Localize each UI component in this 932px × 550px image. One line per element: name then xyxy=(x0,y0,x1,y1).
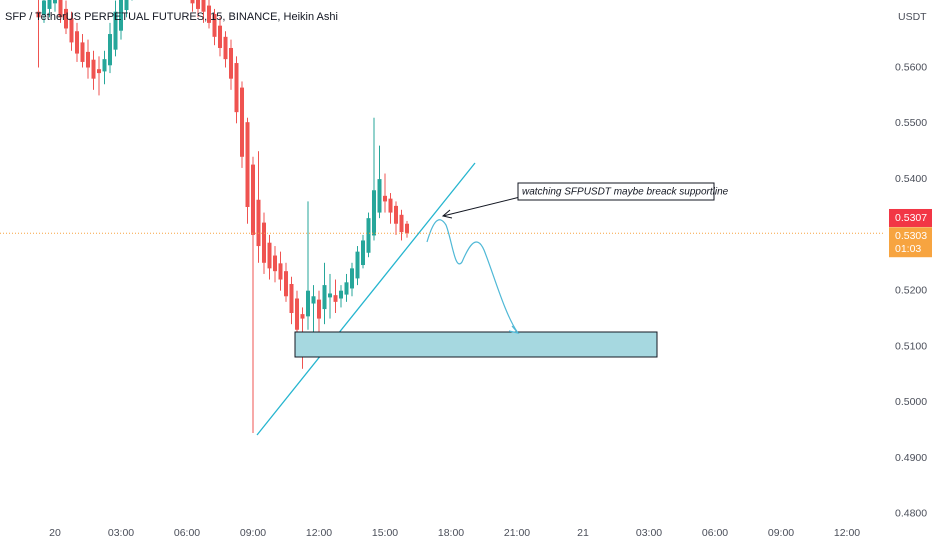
y-tick-label: 0.5000 xyxy=(895,396,927,408)
candle-body xyxy=(344,282,349,295)
candle-body xyxy=(69,18,74,43)
candle-body xyxy=(102,59,107,72)
candle-body xyxy=(267,242,272,269)
currency: USDT xyxy=(898,11,927,23)
price-label: 0.5307 xyxy=(895,212,927,224)
callout-arrow xyxy=(442,196,521,217)
candle-body xyxy=(75,31,80,54)
candle-body xyxy=(300,314,305,319)
candle-body xyxy=(361,240,366,266)
x-tick-label: 21 xyxy=(577,527,589,539)
candle-body xyxy=(113,11,118,50)
candle-body xyxy=(245,122,250,207)
candle-body xyxy=(350,268,355,289)
x-tick-label: 03:00 xyxy=(636,527,662,539)
candle-body xyxy=(322,285,327,310)
candle-body xyxy=(251,164,256,235)
candle-body xyxy=(311,296,316,304)
candle-body xyxy=(64,8,69,29)
candle-body xyxy=(119,0,124,31)
candle-body xyxy=(86,51,91,68)
candle-body xyxy=(372,190,377,236)
candle-body xyxy=(256,199,261,247)
chart-title: SFP / TetherUS PERPETUAL FUTURES, 15, BI… xyxy=(5,11,338,23)
candle-body xyxy=(366,218,371,253)
x-tick-label: 18:00 xyxy=(438,527,464,539)
x-tick-label: 09:00 xyxy=(768,527,794,539)
candle-body xyxy=(273,255,278,272)
y-tick-label: 0.4900 xyxy=(895,452,927,464)
candle-body xyxy=(394,205,399,224)
candle-body xyxy=(295,298,300,330)
x-tick-label: 06:00 xyxy=(702,527,728,539)
candle-body xyxy=(333,295,338,302)
candle-body xyxy=(201,0,206,12)
support-zone xyxy=(294,331,658,358)
candle-body xyxy=(377,179,382,213)
candle-body xyxy=(306,290,311,317)
projection-path xyxy=(426,219,519,334)
x-tick-label: 03:00 xyxy=(108,527,134,539)
candle-body xyxy=(240,87,245,157)
candle-body xyxy=(207,5,212,23)
candle-body xyxy=(328,293,333,298)
candle-body xyxy=(262,222,267,263)
candle-body xyxy=(223,36,228,60)
annotation: watching SFPUSDT maybe breack supportlin… xyxy=(522,187,729,198)
candle-body xyxy=(355,251,360,279)
candle-body xyxy=(91,59,96,79)
candle-body xyxy=(190,0,195,4)
candle-body xyxy=(97,69,102,74)
candle-body xyxy=(229,47,234,79)
x-tick-label: 12:00 xyxy=(834,527,860,539)
x-tick-label: 15:00 xyxy=(372,527,398,539)
price-label-bg xyxy=(889,227,932,258)
candle-body xyxy=(405,223,410,234)
y-tick-label: 0.5100 xyxy=(895,340,927,352)
callout-arrow-head xyxy=(441,209,453,219)
price-label-bg xyxy=(889,208,932,227)
candle-body xyxy=(289,283,294,314)
candle-body xyxy=(388,198,393,213)
x-tick-label: 12:00 xyxy=(306,527,332,539)
x-tick-label: 21:00 xyxy=(504,527,530,539)
y-tick-label: 0.5400 xyxy=(895,173,927,185)
y-tick-label: 0.5500 xyxy=(895,117,927,129)
candle-body xyxy=(317,299,322,319)
callout-box xyxy=(517,182,715,201)
candle-body xyxy=(47,0,52,9)
candle-body xyxy=(42,0,47,15)
candle-body xyxy=(80,42,85,62)
candle-body xyxy=(284,271,289,297)
candle-body xyxy=(124,0,129,11)
price-label: 0.5303 xyxy=(895,230,927,242)
candle-body xyxy=(278,263,283,280)
candle-body xyxy=(218,25,223,48)
candle-body xyxy=(53,0,58,4)
candle-body xyxy=(383,195,388,202)
candle-body xyxy=(108,34,113,66)
candle-body xyxy=(339,290,344,299)
countdown: 01:03 xyxy=(895,243,921,255)
candle-body xyxy=(399,214,404,233)
x-tick-label: 20 xyxy=(49,527,61,539)
candle-body xyxy=(234,63,239,113)
candle-body xyxy=(196,0,201,9)
x-tick-label: 06:00 xyxy=(174,527,200,539)
trend-line xyxy=(256,162,476,436)
candle-body xyxy=(58,0,63,18)
y-tick-label: 0.5600 xyxy=(895,61,927,73)
y-tick-label: 0.5200 xyxy=(895,284,927,296)
plot-area xyxy=(36,0,410,433)
candle-body xyxy=(36,11,41,18)
y-tick-label: 0.4800 xyxy=(895,508,927,520)
candle-body xyxy=(212,13,217,37)
x-tick-label: 09:00 xyxy=(240,527,266,539)
projection-arrow xyxy=(508,325,520,334)
